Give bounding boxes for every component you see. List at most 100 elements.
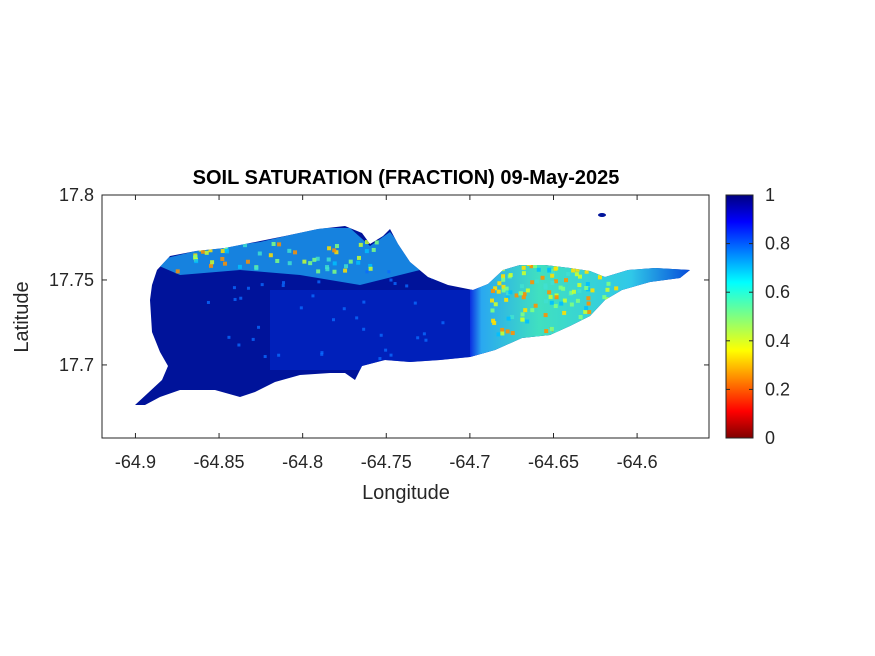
saturation-cell	[562, 298, 567, 303]
saturation-cell	[510, 315, 515, 320]
saturation-cell	[543, 313, 548, 318]
saturation-cell	[362, 327, 366, 331]
saturation-cell	[534, 279, 539, 284]
saturation-cell	[491, 318, 496, 323]
y-axis-label: Latitude	[11, 281, 33, 352]
saturation-cell	[590, 288, 595, 293]
saturation-cell	[389, 353, 393, 357]
saturation-cell	[532, 264, 537, 269]
saturation-cell	[193, 254, 198, 259]
colorbar-tick-label: 0	[765, 428, 775, 448]
saturation-cell	[263, 355, 267, 359]
saturation-cell	[227, 335, 231, 339]
colorbar-tick-label: 0.6	[765, 282, 790, 302]
x-axis: -64.9 -64.85 -64.8 -64.75 -64.7 -64.65 -64.6	[115, 195, 658, 472]
saturation-cell	[543, 285, 548, 290]
saturation-cell	[577, 274, 582, 279]
x-tick-label: -64.9	[115, 452, 156, 472]
saturation-cell	[325, 267, 330, 272]
saturation-cell	[553, 279, 558, 284]
saturation-cell	[586, 301, 591, 306]
saturation-cell	[378, 357, 382, 361]
saturation-cell	[393, 282, 397, 286]
saturation-cell	[326, 257, 331, 262]
saturation-cell	[547, 267, 552, 272]
saturation-cell	[325, 265, 330, 270]
x-tick-label: -64.65	[528, 452, 579, 472]
saturation-cell	[365, 270, 369, 274]
saturation-cell	[514, 293, 519, 298]
saturation-cell	[343, 268, 348, 273]
saturation-cell	[501, 284, 506, 289]
saturation-cell	[344, 264, 349, 269]
saturation-cell	[490, 308, 495, 313]
saturation-cell	[500, 327, 505, 332]
saturation-cell	[332, 261, 337, 266]
saturation-cell	[371, 247, 376, 252]
saturation-cell	[232, 286, 236, 290]
y-tick-label: 17.75	[49, 270, 94, 290]
y-tick-label: 17.7	[59, 355, 94, 375]
saturation-cell	[237, 264, 242, 269]
colorbar-tick-label: 0.2	[765, 379, 790, 399]
saturation-cell	[251, 337, 255, 341]
saturation-cell	[540, 275, 545, 280]
saturation-cell	[389, 278, 393, 282]
saturation-cell	[277, 242, 282, 247]
saturation-cell	[387, 270, 391, 274]
saturation-cell	[257, 251, 262, 256]
saturation-cell	[405, 284, 409, 288]
saturation-cell	[320, 352, 324, 356]
saturation-cell	[508, 290, 513, 295]
saturation-cell	[500, 331, 505, 336]
saturation-cell	[364, 249, 369, 254]
saturation-cell	[208, 248, 213, 253]
saturation-cell	[308, 261, 313, 266]
saturation-cell	[584, 285, 589, 290]
saturation-cell	[302, 259, 307, 264]
saturation-cell	[492, 320, 497, 325]
saturation-cell	[413, 301, 417, 305]
saturation-cell	[586, 296, 591, 301]
saturation-cell	[206, 300, 210, 304]
saturation-cell	[602, 295, 607, 300]
saturation-cell	[558, 285, 563, 290]
saturation-cell	[497, 281, 502, 286]
saturation-cell	[315, 256, 320, 261]
saturation-cell	[317, 280, 321, 284]
saturation-cell	[239, 296, 243, 300]
islet	[598, 213, 606, 217]
saturation-cell	[553, 266, 558, 271]
saturation-cell	[584, 269, 589, 274]
saturation-cell	[506, 291, 511, 296]
saturation-cell	[496, 332, 501, 337]
saturation-cell	[574, 272, 579, 277]
saturation-cell	[368, 263, 373, 268]
saturation-cell	[496, 289, 501, 294]
saturation-cell	[242, 243, 247, 248]
saturation-cell	[334, 250, 339, 255]
saturation-cell	[281, 284, 285, 288]
saturation-cell	[504, 286, 509, 291]
saturation-cell	[299, 306, 303, 310]
saturation-cell	[490, 288, 495, 293]
saturation-cell	[553, 304, 558, 309]
saturation-cell	[550, 273, 555, 278]
saturation-cell	[293, 250, 298, 255]
saturation-cell	[332, 269, 337, 274]
saturation-cell	[441, 321, 445, 325]
saturation-cell	[422, 332, 426, 336]
saturation-cell	[316, 269, 321, 274]
saturation-cell	[364, 240, 369, 245]
saturation-cell	[493, 286, 498, 291]
saturation-cell	[194, 259, 199, 264]
saturation-cell	[548, 294, 553, 299]
saturation-cell	[521, 271, 526, 276]
saturation-cell	[331, 318, 335, 322]
saturation-cell	[519, 284, 524, 289]
saturation-cell	[204, 250, 209, 255]
saturation-cell	[223, 261, 228, 266]
colorbar	[725, 194, 754, 439]
y-tick-label: 17.8	[59, 185, 94, 205]
